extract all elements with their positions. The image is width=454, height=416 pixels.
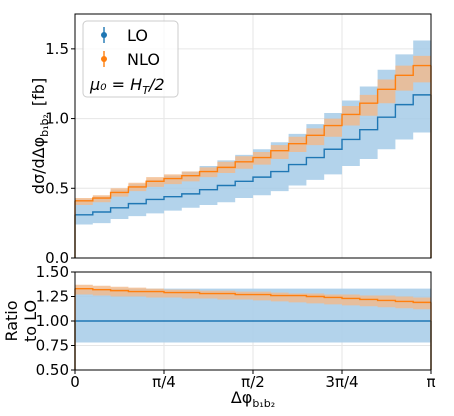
y-axis-label: dσ/dΔφb₁b₂ [fb] xyxy=(29,78,51,194)
y-tick-label: 0.0 xyxy=(45,249,69,267)
y-axis-label-sub: b₁b₂ xyxy=(38,114,51,137)
x-axis-label-sub: b₁b₂ xyxy=(252,397,275,410)
ratio-y-axis-label-line: to LO xyxy=(21,300,40,342)
y-axis-label-main: dσ/dΔφ xyxy=(29,137,48,194)
legend-annotation: μ₀ = HT/2 xyxy=(89,75,165,97)
y-tick-label: 0.5 xyxy=(45,179,69,197)
x-tick-label: π/4 xyxy=(152,373,176,391)
x-tick-label: π/2 xyxy=(241,373,265,391)
x-tick-label: 0 xyxy=(70,373,80,391)
x-tick-label: π xyxy=(426,373,435,391)
legend-marker-lo xyxy=(101,32,107,38)
y-tick-label: 0.50 xyxy=(36,361,69,379)
y-tick-label: 1.25 xyxy=(36,288,69,306)
series-line-nlo xyxy=(75,64,431,202)
y-tick-label: 0.75 xyxy=(36,337,69,355)
plot-frame xyxy=(74,13,432,259)
legend-box xyxy=(82,20,179,98)
y-tick-label: 1.00 xyxy=(36,312,69,330)
x-axis-label: Δφb₁b₂ xyxy=(231,388,275,410)
ratio-y-axis-label-line: Ratio xyxy=(2,300,21,341)
series-line-lo xyxy=(75,94,431,216)
legend-marker-nlo xyxy=(101,56,107,62)
ratio-panel: 0.50 0.75 1.00 1.25 1.50 Ratio to LO 0 π/4 π/2 3π/… xyxy=(2,263,436,410)
legend-annotation-sub: T xyxy=(142,84,150,97)
x-tick-label: 3π/4 xyxy=(325,373,358,391)
legend: LO NLO μ₀ = HT/2 xyxy=(82,20,179,98)
x-axis-label-main: Δφ xyxy=(231,388,253,407)
legend-label-nlo: NLO xyxy=(127,50,160,69)
y-axis-label-unit: [fb] xyxy=(29,78,48,106)
legend-annotation-main: μ₀ = H xyxy=(89,75,142,94)
legend-label-lo: LO xyxy=(127,26,148,45)
band-nlo xyxy=(75,284,431,310)
main-panel: 0.0 0.5 1.0 1.5 dσ/dΔφb₁b₂ [fb] LO NLO μ₀ = HT/2 xyxy=(29,13,432,267)
band-nlo xyxy=(75,55,431,206)
series-line-nlo xyxy=(75,287,431,304)
y-tick-label: 1.0 xyxy=(45,110,69,128)
y-tick-label: 1.5 xyxy=(45,40,69,58)
y-tick-label: 1.50 xyxy=(36,263,69,281)
legend-annotation-tail: /2 xyxy=(147,75,165,94)
